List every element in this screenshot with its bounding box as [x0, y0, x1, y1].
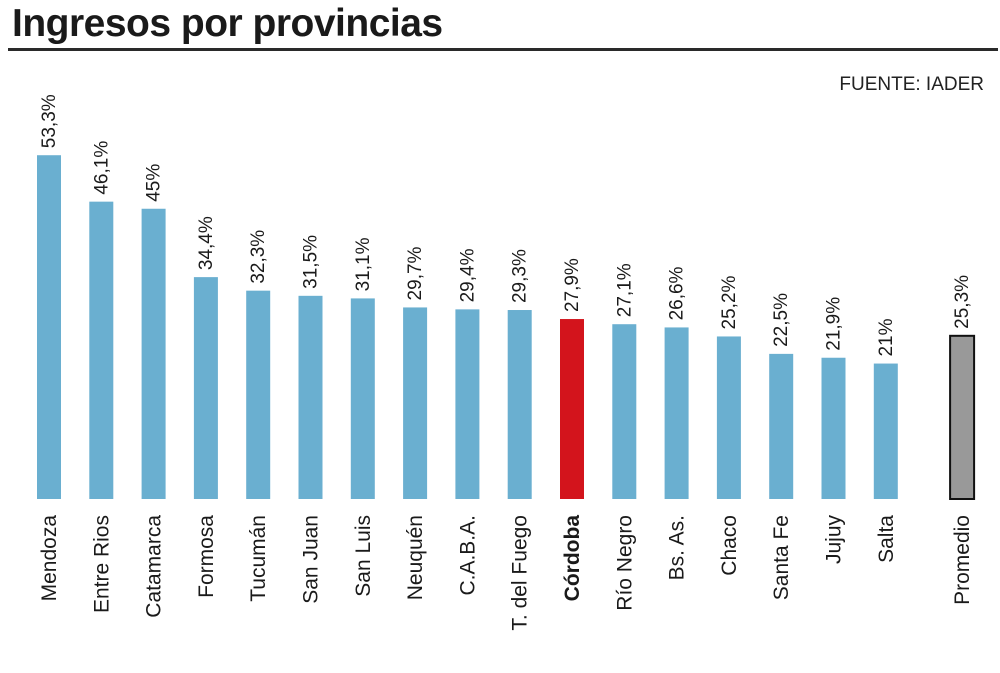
value-label-1: 46,1% [91, 141, 112, 195]
bar-0 [37, 155, 61, 499]
bar-4 [246, 290, 271, 499]
bar-14 [769, 353, 794, 499]
value-label-14: 22,5% [771, 293, 792, 347]
value-label-16: 21% [876, 318, 897, 356]
category-label-17: Promedio [951, 515, 974, 605]
bar-11 [612, 324, 637, 499]
value-label-11: 27,1% [614, 263, 635, 317]
chart-title: Ingresos por provincias [12, 2, 443, 45]
bar-3 [193, 277, 218, 499]
bar-5 [298, 295, 323, 499]
source-label: FUENTE: IADER [839, 74, 984, 95]
category-label-11: Río Negro [613, 515, 636, 611]
category-label-3: Formosa [195, 515, 218, 598]
bar-2 [141, 208, 166, 499]
bar-13 [716, 336, 741, 499]
bar-12 [664, 327, 689, 499]
category-label-2: Catamarca [143, 515, 166, 618]
category-label-16: Salta [875, 515, 898, 563]
category-label-15: Jujuy [823, 515, 846, 565]
value-label-6: 31,1% [353, 237, 374, 291]
category-label-5: San Juan [300, 515, 323, 604]
bar-1 [89, 201, 114, 499]
value-label-7: 29,7% [405, 246, 426, 300]
category-label-7: Neuquén [404, 515, 427, 600]
title-divider [8, 48, 998, 51]
category-label-4: Tucumán [247, 515, 270, 602]
value-label-15: 21,9% [824, 297, 845, 351]
bar-10 [560, 319, 584, 499]
value-label-3: 34,4% [196, 216, 217, 270]
value-label-0: 53,3% [39, 94, 60, 148]
category-label-9: T. del Fuego [509, 515, 532, 631]
category-label-10: Córdoba [561, 515, 584, 602]
value-label-12: 26,6% [667, 266, 688, 320]
category-label-1: Entre Rios [90, 515, 113, 613]
category-label-12: Bs. As. [666, 515, 689, 580]
category-label-13: Chaco [718, 515, 741, 576]
bar-16 [873, 363, 898, 499]
bar-8 [455, 309, 480, 499]
value-label-8: 29,4% [457, 248, 478, 302]
value-label-13: 25,2% [719, 275, 740, 329]
category-label-0: Mendoza [38, 515, 61, 602]
bar-15 [821, 357, 846, 499]
value-label-2: 45% [144, 164, 165, 202]
bar-9 [507, 310, 532, 499]
category-label-14: Santa Fe [770, 515, 793, 600]
value-label-10: 27,9% [562, 258, 583, 312]
value-label-17: 25,3% [952, 275, 973, 329]
bar-6 [350, 298, 375, 499]
category-label-8: C.A.B.A. [456, 515, 479, 596]
value-label-5: 31,5% [301, 235, 322, 289]
bar-7 [403, 307, 428, 499]
category-label-6: San Luis [352, 515, 375, 597]
value-label-9: 29,3% [510, 249, 531, 303]
bar-17 [949, 334, 976, 500]
value-label-4: 32,3% [248, 230, 269, 284]
